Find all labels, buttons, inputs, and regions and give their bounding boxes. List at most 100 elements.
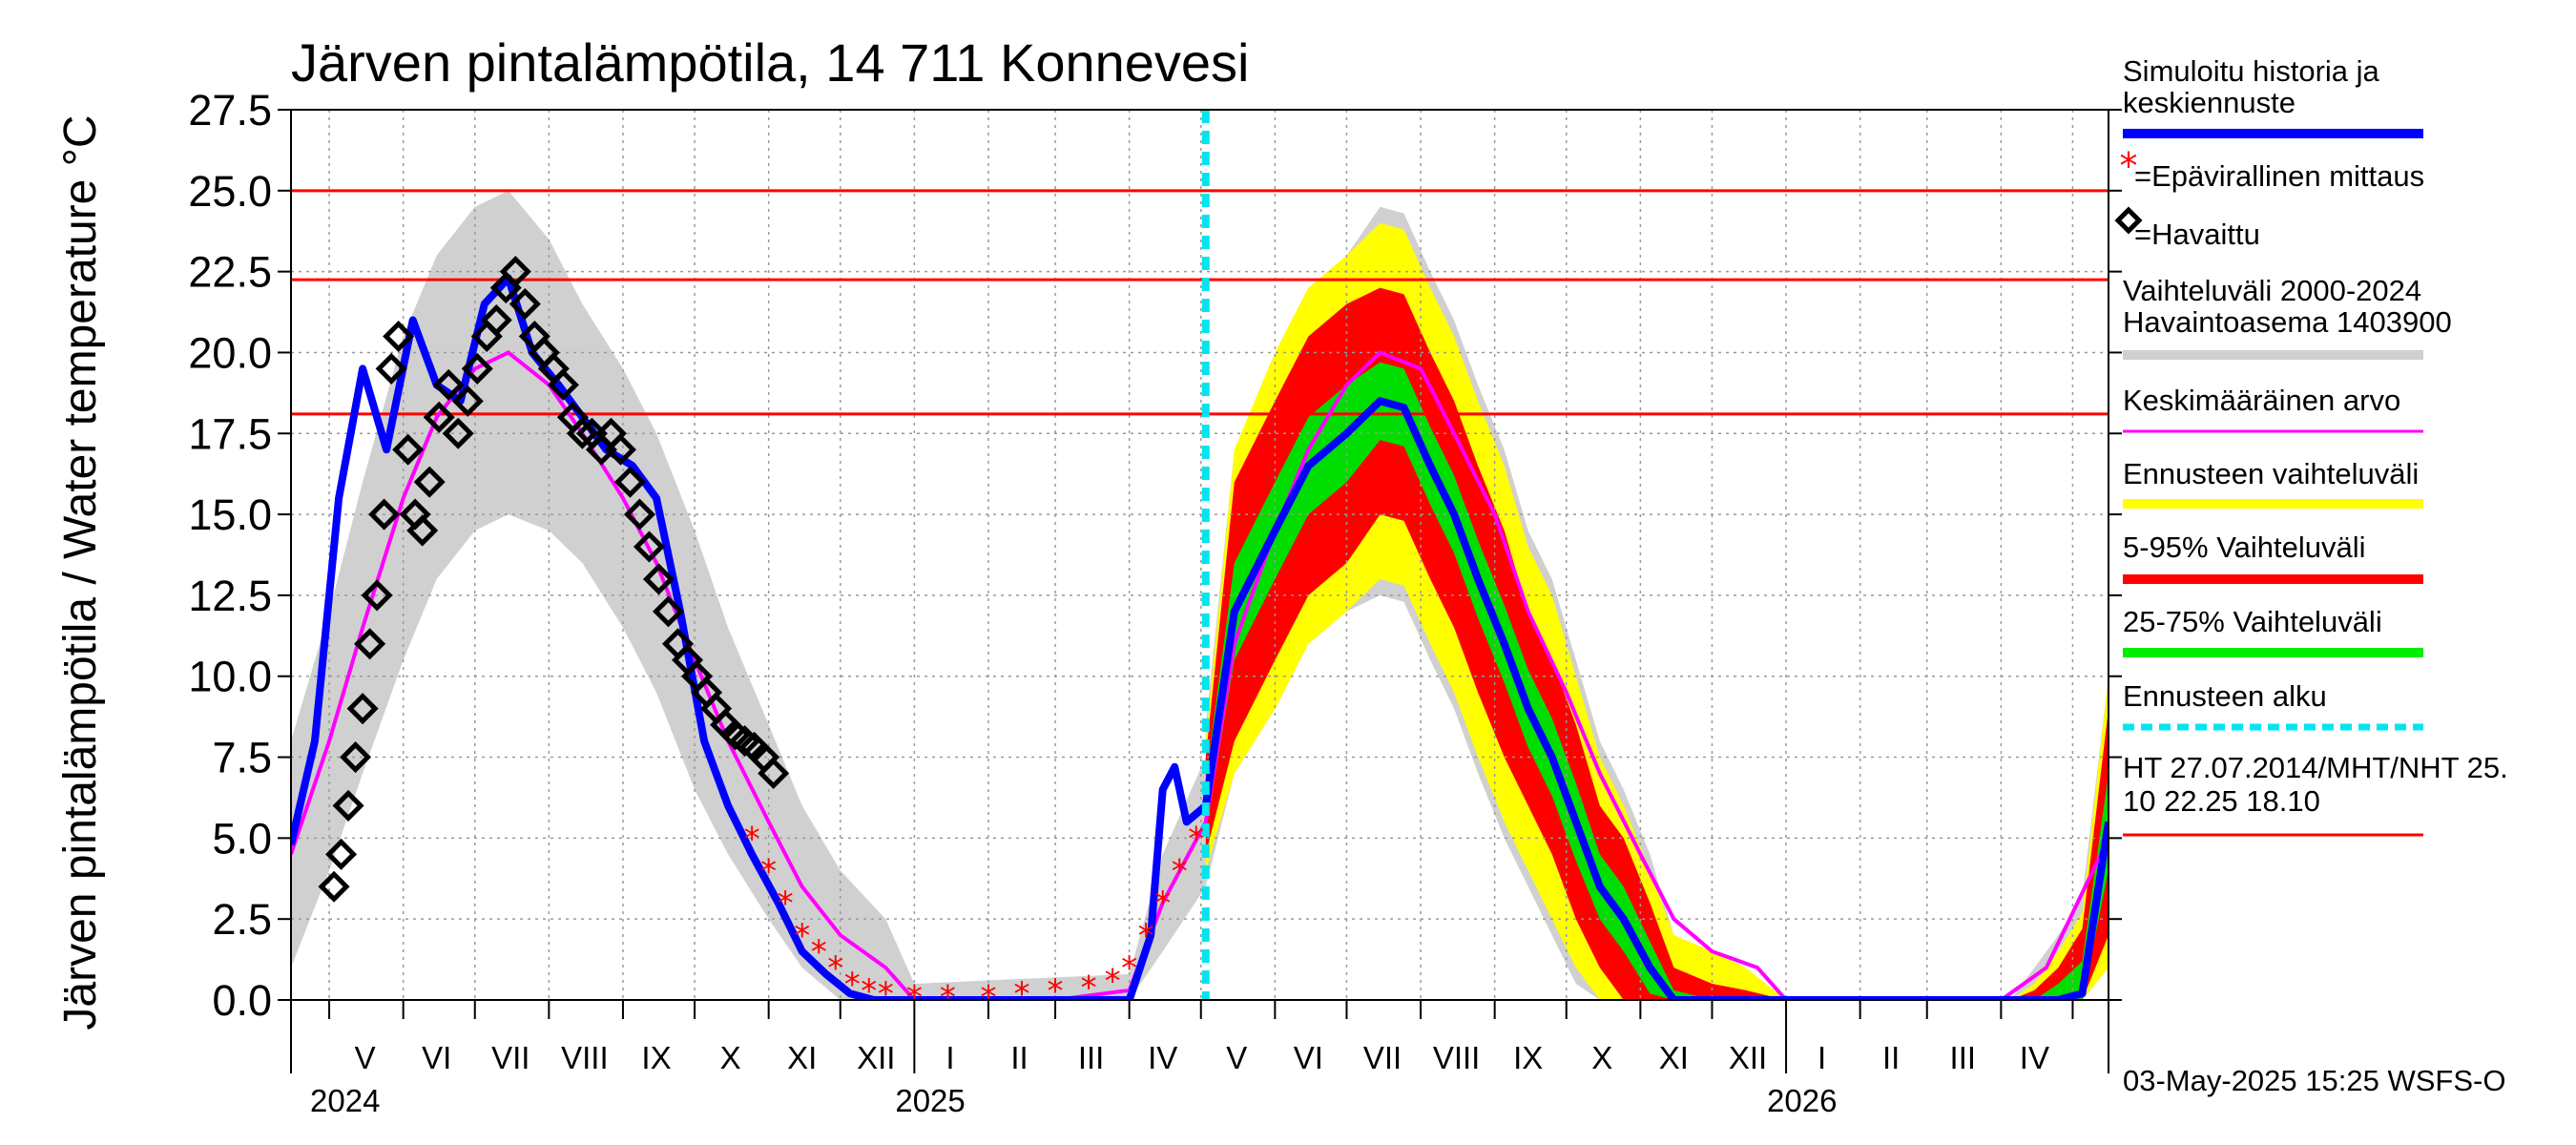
unofficial-measurement-point: * (1154, 885, 1171, 923)
x-year-label: 2026 (1767, 1083, 1837, 1118)
unofficial-measurement-point: * (1188, 820, 1204, 858)
x-month-label: XII (1729, 1040, 1767, 1075)
y-tick-label: 7.5 (212, 734, 272, 782)
observed-point (451, 385, 484, 417)
y-tick-label: 10.0 (188, 653, 272, 701)
observed-point (375, 352, 407, 385)
x-month-label: X (1591, 1040, 1612, 1075)
x-month-label: IV (1148, 1040, 1177, 1075)
legend-label-line2: Havaintoasema 1403900 (2123, 305, 2452, 339)
unofficial-measurement-point: * (1014, 975, 1030, 1013)
unofficial-measurement-point: * (827, 949, 843, 988)
x-month-label: VI (1294, 1040, 1323, 1075)
unofficial-measurement-point: * (844, 966, 861, 1004)
x-month-label: VIII (561, 1040, 609, 1075)
legend-diamond-icon (2114, 206, 2143, 235)
y-tick-label: 12.5 (188, 572, 272, 620)
unofficial-measurement-point: * (778, 885, 794, 923)
legend-label: HT 27.07.2014/MHT/NHT 25. (2123, 751, 2508, 784)
y-tick-label: 15.0 (188, 490, 272, 539)
y-tick-label: 17.5 (188, 409, 272, 458)
unofficial-measurement-point: * (811, 933, 827, 971)
x-month-label: IX (1513, 1040, 1543, 1075)
x-month-label: VII (1363, 1040, 1402, 1075)
unofficial-measurement-point: * (1172, 852, 1188, 890)
observed-point (509, 288, 541, 321)
markers-layer: **** * * * * * * * * * * * * ***** (318, 256, 1204, 1017)
observed-point (383, 320, 415, 353)
unofficial-measurement-point: * (1081, 968, 1097, 1007)
observed-point (652, 595, 685, 628)
observed-point (354, 628, 386, 660)
unofficial-measurement-point: * (794, 917, 810, 955)
observed-point (566, 417, 598, 449)
observed-point (461, 352, 493, 385)
legend-label: 25-75% Vaihteluväli (2123, 605, 2382, 638)
x-month-label: VII (491, 1040, 530, 1075)
x-month-label: II (1010, 1040, 1028, 1075)
observed-point (318, 870, 350, 903)
x-month-label: I (1818, 1040, 1826, 1075)
x-month-label: I (945, 1040, 954, 1075)
x-month-label: IX (641, 1040, 671, 1075)
legend-star-icon: * (2120, 145, 2138, 187)
unofficial-measurement-point: * (1121, 949, 1137, 988)
x-month-label: V (1226, 1040, 1247, 1075)
history-range-band (291, 190, 1206, 1000)
unofficial-measurement-point: * (878, 975, 894, 1013)
x-month-label: X (720, 1040, 741, 1075)
x-year-label: 2024 (310, 1083, 380, 1118)
observed-point (642, 563, 675, 595)
x-month-label: XII (857, 1040, 895, 1075)
unofficial-measurement-point: * (1138, 917, 1154, 955)
observed-point (325, 838, 358, 870)
footer-timestamp: 03-May-2025 15:25 WSFS-O (2123, 1064, 2505, 1097)
y-tick-label: 0.0 (212, 976, 272, 1025)
x-month-label: XI (1659, 1040, 1689, 1075)
legend-label: Vaihteluväli 2000-2024 (2123, 274, 2421, 307)
legend-label-line2: keskiennuste (2123, 86, 2296, 119)
legend-label: Keskimääräinen arvo (2123, 384, 2400, 417)
reference-lines-layer (291, 189, 2109, 416)
unofficial-measurement-point: * (1048, 972, 1064, 1010)
x-month-label: V (355, 1040, 376, 1075)
y-tick-label: 5.0 (212, 814, 272, 863)
legend-label: Simuloitu historia ja (2123, 54, 2380, 88)
legend-label: Ennusteen vaihteluväli (2123, 457, 2419, 490)
legend-label: Ennusteen alku (2123, 679, 2327, 713)
observed-point (368, 498, 401, 531)
observed-point (413, 466, 446, 498)
legend-label-line2: 10 22.25 18.10 (2123, 784, 2320, 818)
unofficial-measurement-point: * (940, 979, 956, 1017)
observed-point (392, 433, 425, 466)
x-month-label: III (1078, 1040, 1105, 1075)
observed-point (346, 693, 379, 725)
observed-point (406, 514, 439, 547)
axes-layer: 0.0 2.5 5.0 7.5 10.0 12.5 15.0 17.5 20.0 22.5 25.0… (188, 86, 2122, 1118)
observed-point (499, 256, 531, 288)
legend-label: =Epävirallinen mittaus (2134, 159, 2424, 193)
y-tick-label: 25.0 (188, 167, 272, 216)
unofficial-measurement-point: * (906, 979, 923, 1017)
x-month-label: VI (422, 1040, 451, 1075)
observed-point (613, 466, 647, 498)
y-tick-label: 2.5 (212, 895, 272, 944)
y-tick-label: 27.5 (188, 86, 272, 135)
observed-point (604, 433, 636, 466)
x-month-label: XI (787, 1040, 817, 1075)
unofficial-measurement-point: * (1105, 963, 1121, 1001)
observed-point (547, 368, 579, 401)
y-tick-label: 20.0 (188, 328, 272, 377)
legend-label: =Havaittu (2134, 218, 2260, 251)
x-month-label: III (1950, 1040, 1977, 1075)
x-year-label: 2025 (895, 1083, 965, 1118)
observed-point (758, 757, 790, 790)
observed-point (423, 401, 455, 433)
observed-point (361, 579, 393, 612)
observed-point (633, 531, 666, 563)
unofficial-measurement-point: * (861, 972, 877, 1010)
observed-point (432, 368, 465, 401)
y-axis-label: Järven pintalämpötila / Water temperatur… (55, 114, 106, 1030)
